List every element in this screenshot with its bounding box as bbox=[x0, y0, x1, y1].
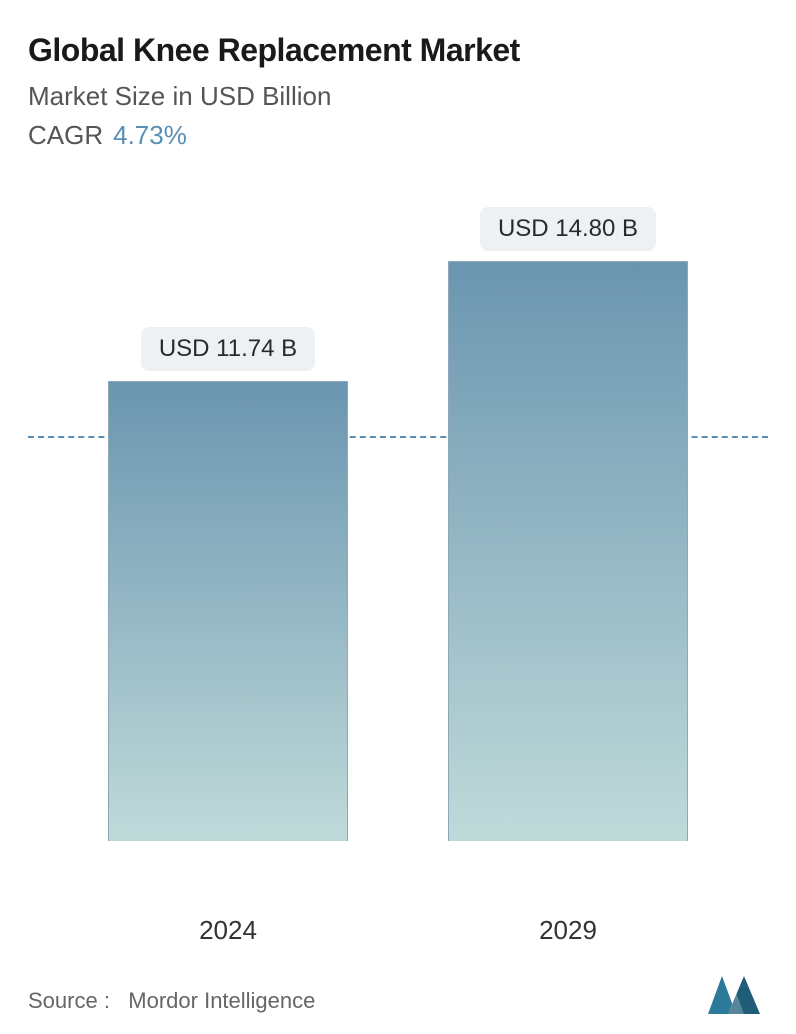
bar-chart: USD 11.74 B USD 14.80 B 2024 2029 bbox=[28, 201, 768, 946]
footer: Source : Mordor Intelligence bbox=[28, 976, 768, 1014]
cagr-label: CAGR bbox=[28, 120, 103, 150]
source-value: Mordor Intelligence bbox=[128, 988, 315, 1013]
bar-value-label: USD 11.74 B bbox=[141, 327, 315, 371]
bars-row: USD 11.74 B USD 14.80 B bbox=[28, 201, 768, 841]
x-axis-labels: 2024 2029 bbox=[28, 915, 768, 946]
subtitle: Market Size in USD Billion bbox=[28, 81, 768, 112]
source-label: Source : bbox=[28, 988, 110, 1013]
page-title: Global Knee Replacement Market bbox=[28, 32, 768, 69]
bar-value-label: USD 14.80 B bbox=[480, 207, 656, 251]
mordor-logo-icon bbox=[708, 976, 768, 1014]
bar-rect bbox=[448, 261, 688, 841]
cagr-row: CAGR 4.73% bbox=[28, 120, 768, 151]
source-text: Source : Mordor Intelligence bbox=[28, 988, 315, 1014]
bar-2029: USD 14.80 B bbox=[448, 207, 688, 841]
bar-rect bbox=[108, 381, 348, 841]
x-axis-label: 2029 bbox=[448, 915, 688, 946]
bar-2024: USD 11.74 B bbox=[108, 327, 348, 841]
cagr-value: 4.73% bbox=[113, 120, 187, 150]
x-axis-label: 2024 bbox=[108, 915, 348, 946]
